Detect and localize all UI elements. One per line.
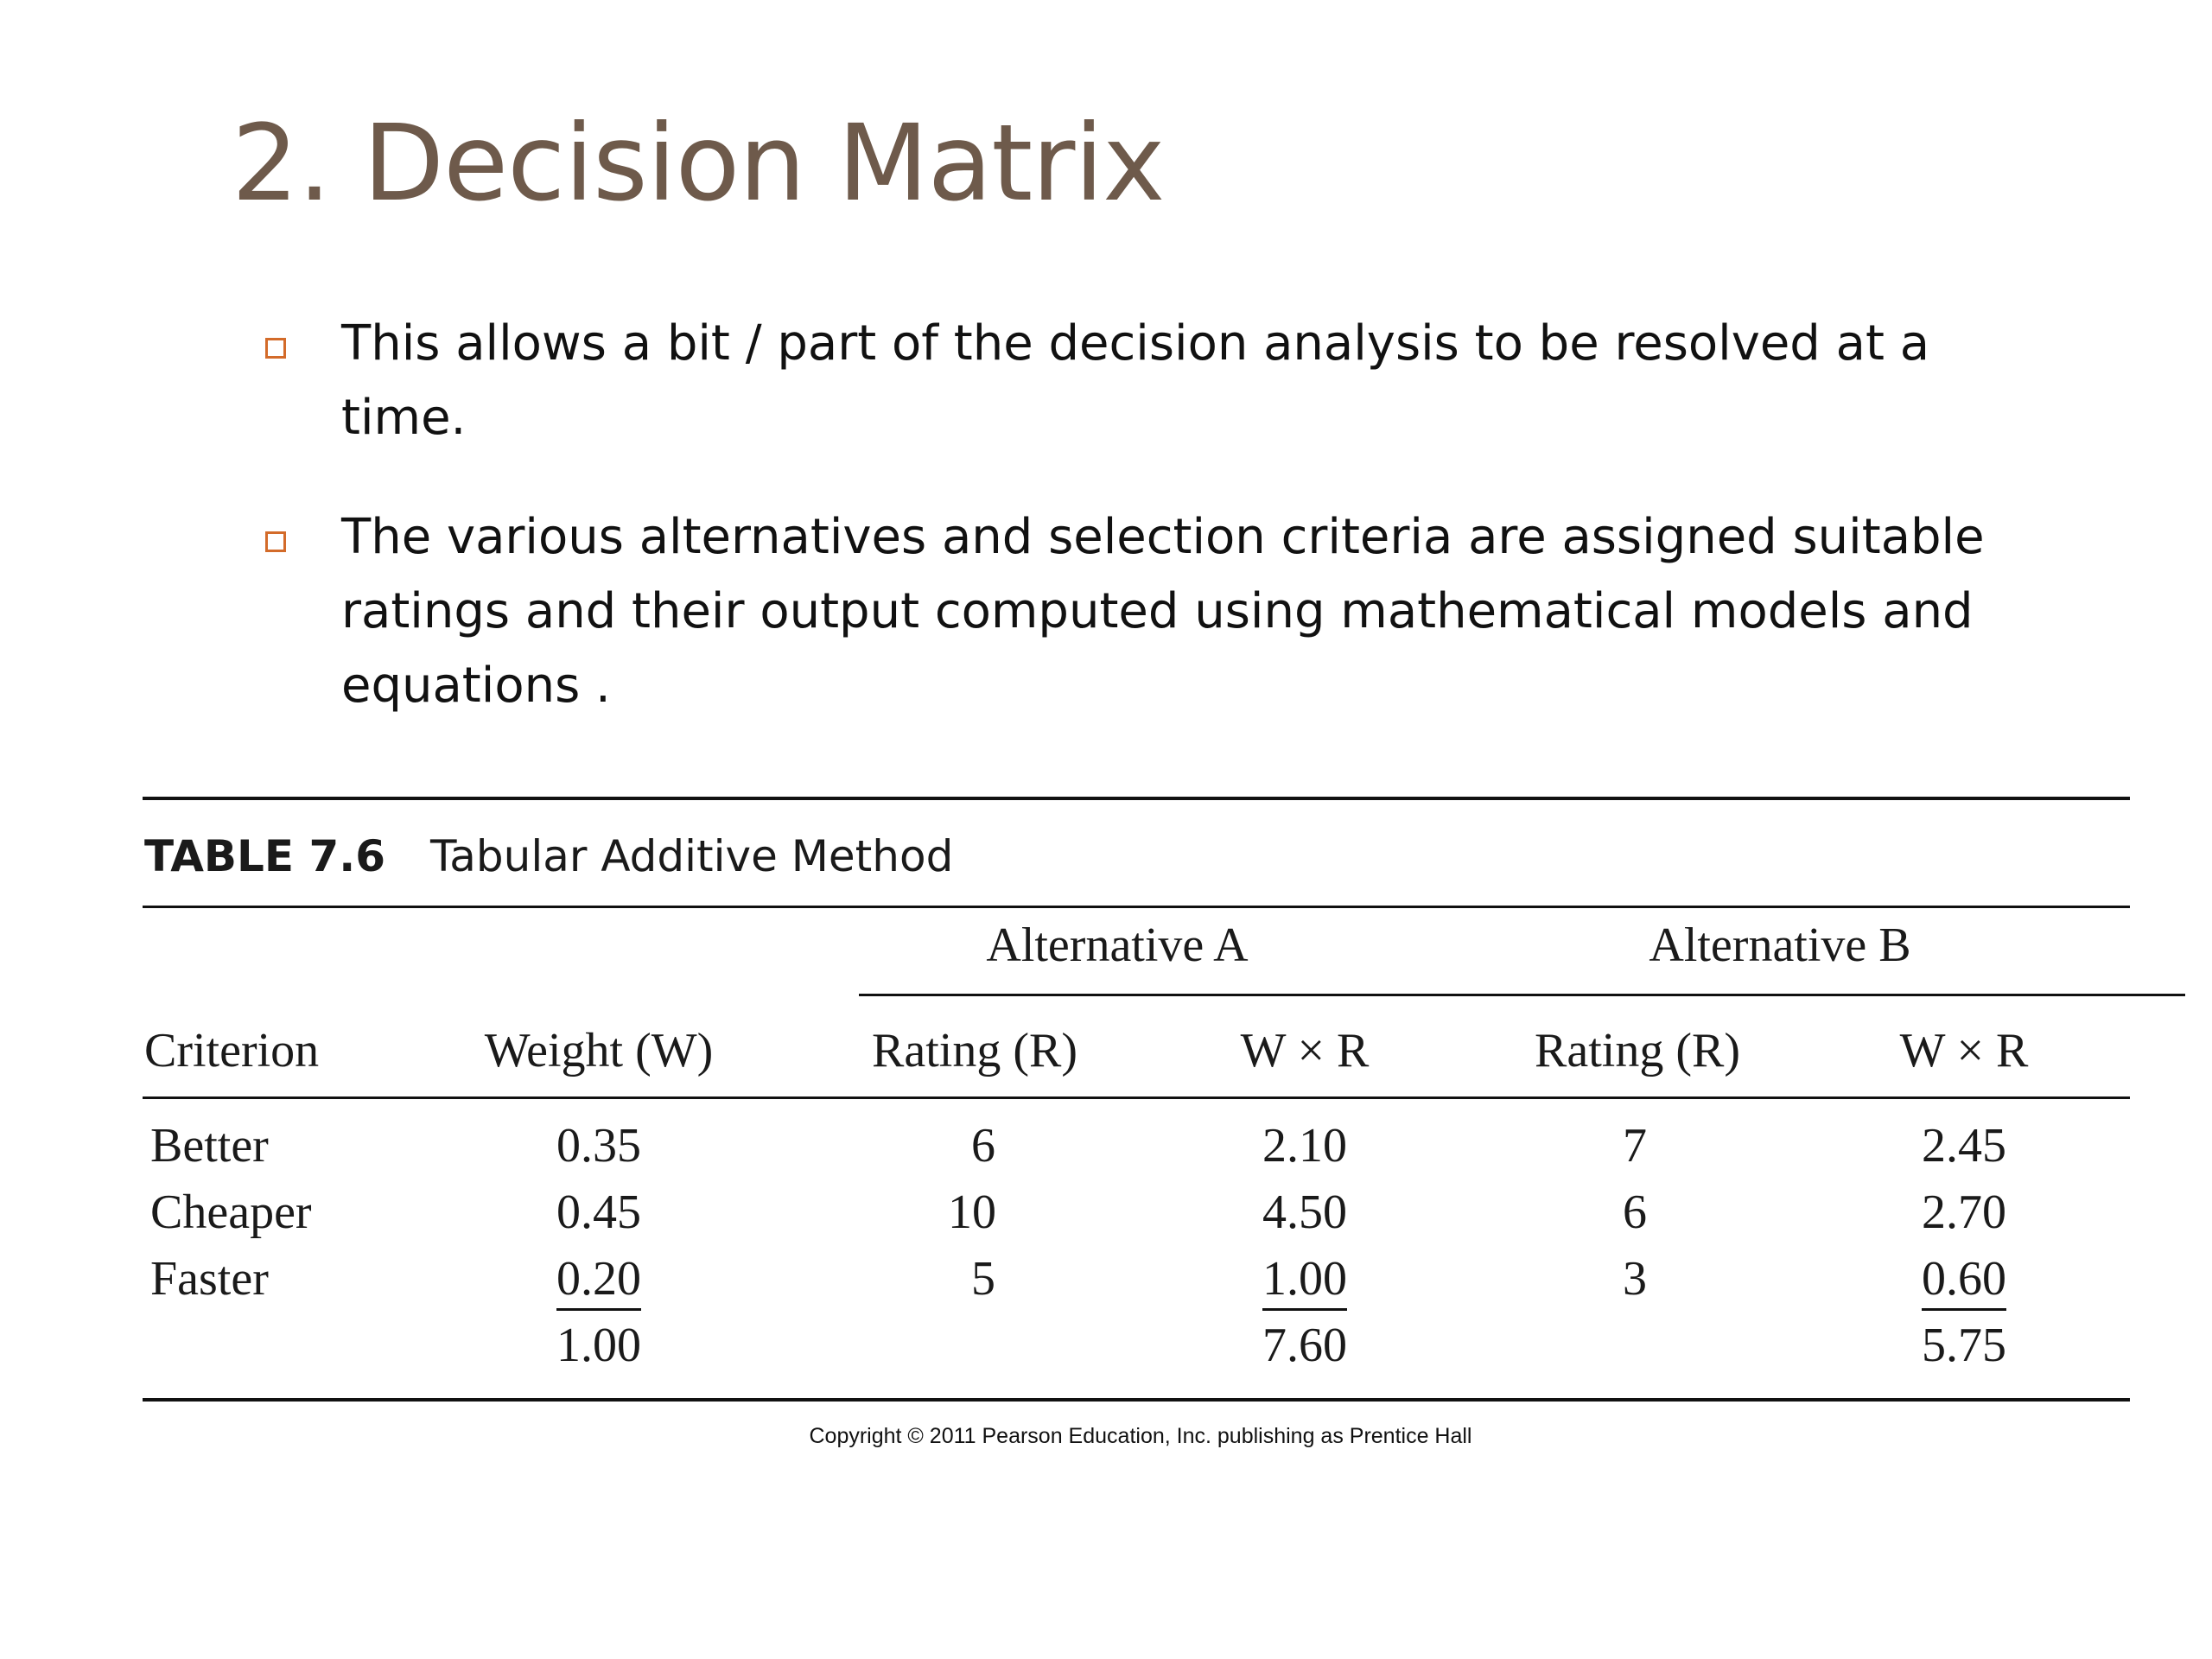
header-rating-a: Rating (R) [872,1024,1077,1077]
header-wxr-b: W × R [1899,1024,2029,1077]
copyright-notice: Copyright © 2011 Pearson Education, Inc.… [809,1424,1472,1448]
group-header-alternative-a: Alternative A [986,918,1249,972]
row-wxr-b: 2.70 [1922,1185,2006,1239]
total-weight: 1.00 [556,1319,641,1372]
row-rating-b: 7 [1623,1119,1647,1173]
total-wxr-a: 7.60 [1262,1319,1347,1372]
row-rating-a: 5 [971,1252,995,1306]
row-rating-b: 6 [1623,1185,1647,1239]
square-bullet-icon [265,338,286,359]
total-wxr-b: 5.75 [1922,1319,2006,1372]
bullet-text: The various alternatives and selection c… [341,509,1985,714]
row-criterion: Cheaper [150,1185,312,1239]
bullet-list: This allows a bit / part of the decision… [264,307,2035,768]
table-top-rule [143,797,2130,800]
bullet-text: This allows a bit / part of the decision… [341,315,1930,446]
slide-title: 2. Decision Matrix [232,102,1165,225]
row-criterion: Faster [150,1252,269,1306]
caption-rule [143,906,2130,908]
header-rule [143,1096,2130,1099]
row-weight: 0.35 [556,1119,641,1173]
table-caption: TABLE 7.6 Tabular Additive Method [144,831,953,881]
row-rating-a: 6 [971,1119,995,1173]
header-criterion: Criterion [144,1024,320,1077]
row-rating-b: 3 [1623,1252,1647,1306]
row-rating-a: 10 [948,1185,996,1239]
group-header-alternative-b: Alternative B [1649,918,1911,972]
square-bullet-icon [265,531,286,552]
header-weight: Weight (W) [484,1024,714,1077]
group-header-rule [859,994,2185,996]
row-criterion: Better [150,1119,269,1173]
row-weight: 0.45 [556,1185,641,1239]
table-number: TABLE 7.6 [144,831,386,881]
row-wxr-a: 1.00 [1262,1251,1347,1311]
table-caption-text: Tabular Additive Method [430,831,954,881]
header-wxr-a: W × R [1240,1024,1370,1077]
header-rating-b: Rating (R) [1535,1024,1740,1077]
row-wxr-a: 4.50 [1262,1185,1347,1239]
table-bottom-rule [143,1398,2130,1402]
row-wxr-b: 2.45 [1922,1119,2006,1173]
row-weight: 0.20 [556,1251,641,1311]
row-wxr-b: 0.60 [1922,1251,2006,1311]
bullet-item: The various alternatives and selection c… [264,500,2035,723]
bullet-item: This allows a bit / part of the decision… [264,307,2035,455]
row-wxr-a: 2.10 [1262,1119,1347,1173]
